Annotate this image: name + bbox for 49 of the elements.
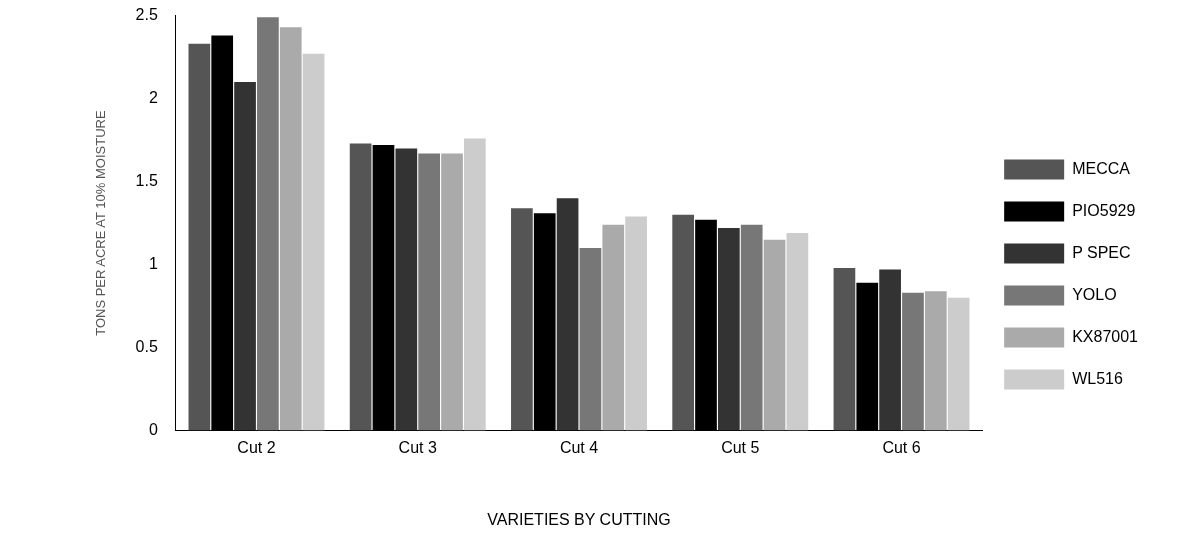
y-tick-label: 2 (148, 89, 158, 107)
y-tick-label: 2.5 (135, 6, 158, 24)
bar (372, 145, 395, 431)
bar (740, 224, 763, 431)
bar (786, 233, 809, 431)
y-tick-label: 1 (148, 255, 158, 273)
bar (924, 291, 947, 431)
x-axis-title: VARIETIES BY CUTTING (487, 510, 671, 528)
bar (211, 35, 234, 431)
bar (672, 214, 695, 431)
bar (464, 138, 486, 431)
x-tick-label: Cut 4 (559, 438, 599, 456)
y-axis-title: TONS PER ACRE AT 10% MOISTURE (93, 110, 109, 336)
y-tick-label: 1.5 (135, 172, 158, 190)
legend-label: MECCA (1072, 159, 1131, 177)
bar (395, 148, 418, 431)
bar (856, 282, 879, 431)
bar (833, 267, 856, 431)
legend-label: YOLO (1072, 285, 1117, 303)
x-tick-label: Cut 6 (882, 438, 921, 456)
legend-label: PIO5929 (1072, 201, 1136, 219)
bar (257, 17, 279, 431)
bar (717, 228, 740, 431)
y-tick-label: 0 (148, 421, 158, 439)
bar (302, 53, 325, 431)
bar (533, 213, 556, 431)
bar (902, 292, 924, 431)
legend-label: KX87001 (1072, 327, 1139, 345)
bar (602, 224, 625, 431)
bar (763, 239, 786, 431)
bar (279, 27, 302, 431)
bar (947, 297, 970, 431)
bar (625, 216, 647, 431)
bar (695, 219, 717, 431)
bar (418, 153, 441, 431)
bar (556, 198, 579, 431)
bar (188, 43, 211, 431)
x-tick-label: Cut 2 (237, 438, 276, 456)
bar (879, 269, 901, 431)
bar (349, 143, 372, 431)
legend-label: P SPEC (1072, 243, 1131, 261)
x-tick-label: Cut 3 (398, 438, 437, 456)
bar (579, 248, 602, 431)
bar (234, 82, 256, 431)
legend-label: WL516 (1072, 369, 1123, 387)
x-tick-label: Cut 5 (721, 438, 760, 456)
y-tick-label: 0.5 (135, 338, 158, 356)
bar (441, 153, 463, 431)
bar (511, 208, 533, 431)
